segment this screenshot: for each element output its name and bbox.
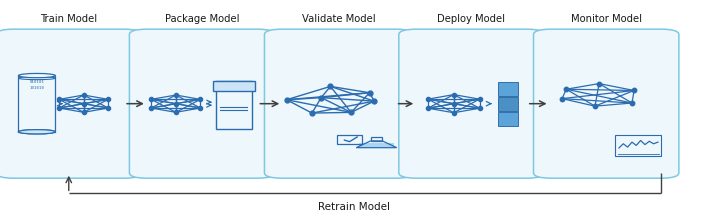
Ellipse shape [18,130,55,134]
Text: Monitor Model: Monitor Model [571,14,642,24]
Ellipse shape [18,130,55,134]
Text: Package Model: Package Model [164,14,240,24]
FancyBboxPatch shape [129,29,274,178]
Text: Retrain Model: Retrain Model [318,202,391,212]
Text: 101010: 101010 [29,86,45,90]
Text: Deploy Model: Deploy Model [437,14,506,24]
Text: Train Model: Train Model [40,14,97,24]
Bar [498,97,518,111]
Polygon shape [359,143,394,147]
Bar [498,112,518,126]
Bar [337,135,362,144]
FancyBboxPatch shape [264,29,413,178]
Text: 101010: 101010 [29,74,45,78]
FancyBboxPatch shape [0,29,142,178]
Bar [213,81,255,91]
Text: 010101: 010101 [29,80,45,84]
Bar [498,81,518,95]
Bar [371,137,382,141]
Text: Validate Model: Validate Model [302,14,376,24]
Bar [615,135,661,156]
FancyBboxPatch shape [216,81,252,129]
FancyBboxPatch shape [398,29,545,178]
FancyBboxPatch shape [533,29,679,178]
Ellipse shape [18,73,55,78]
